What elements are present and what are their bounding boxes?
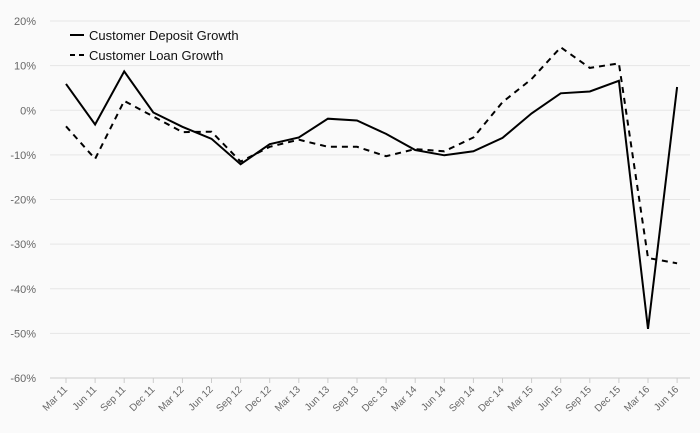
series-line-loan[interactable] — [65, 45, 678, 265]
x-tick-label: Jun 12 — [187, 384, 216, 413]
y-tick-label: -10% — [10, 150, 36, 162]
x-tick-label: Sep 11 — [99, 384, 129, 414]
y-tick-label: -60% — [10, 373, 36, 385]
x-tick-label: Dec 15 — [593, 384, 623, 414]
y-axis: 20% 10% 0% -10% -20% -30% -40% -50% -60% — [10, 16, 36, 385]
x-tick-label: Jun 13 — [303, 384, 332, 413]
x-tick-label: Mar 11 — [41, 384, 71, 414]
y-tick-label: -40% — [10, 284, 36, 296]
legend-item-deposit[interactable]: Customer Deposit Growth — [70, 28, 239, 43]
x-tick-label: Sep 13 — [331, 384, 361, 414]
y-tick-label: 10% — [14, 61, 36, 73]
y-tick-label: -50% — [10, 328, 36, 340]
x-axis: Mar 11 Jun 11 Sep 11 Dec 11 Mar 12 Jun 12Sep … — [41, 377, 690, 415]
x-tick-label: Mar 15 — [506, 384, 536, 414]
x-tick-label: Dec 11 — [128, 384, 158, 414]
y-tick-label: 20% — [14, 16, 36, 28]
series-lines — [65, 45, 679, 330]
x-tick-label: Sep 15 — [564, 384, 594, 414]
x-tick-label: Jun 11 — [71, 384, 100, 413]
x-tick-label: Dec 14 — [476, 384, 506, 414]
x-tick-label: Jun 16 — [652, 384, 681, 413]
x-tick-label: Jun 15 — [536, 384, 565, 413]
y-tick-label: 0% — [20, 105, 36, 117]
y-tick-label: -20% — [10, 195, 36, 207]
legend: Customer Deposit Growth Customer Loan Gr… — [70, 28, 239, 63]
legend-item-loan[interactable]: Customer Loan Growth — [70, 48, 223, 63]
x-tick-label: Jun 14 — [419, 384, 448, 413]
gridlines — [50, 20, 690, 334]
x-tick-label: Mar 13 — [273, 384, 303, 414]
x-tick-label: Dec 12 — [244, 384, 274, 414]
x-tick-label: Dec 13 — [360, 384, 390, 414]
series-line-deposit[interactable] — [65, 69, 679, 330]
y-tick-label: -30% — [10, 239, 36, 251]
x-tick-label: Mar 14 — [390, 384, 420, 414]
legend-label-deposit: Customer Deposit Growth — [89, 28, 239, 43]
x-tick-label: Sep 14 — [447, 384, 477, 414]
x-tick-label: Mar 12 — [157, 384, 187, 414]
x-tick-label: Mar 16 — [622, 384, 652, 414]
x-tick-label: Sep 12 — [215, 384, 245, 414]
legend-label-loan: Customer Loan Growth — [89, 48, 223, 63]
